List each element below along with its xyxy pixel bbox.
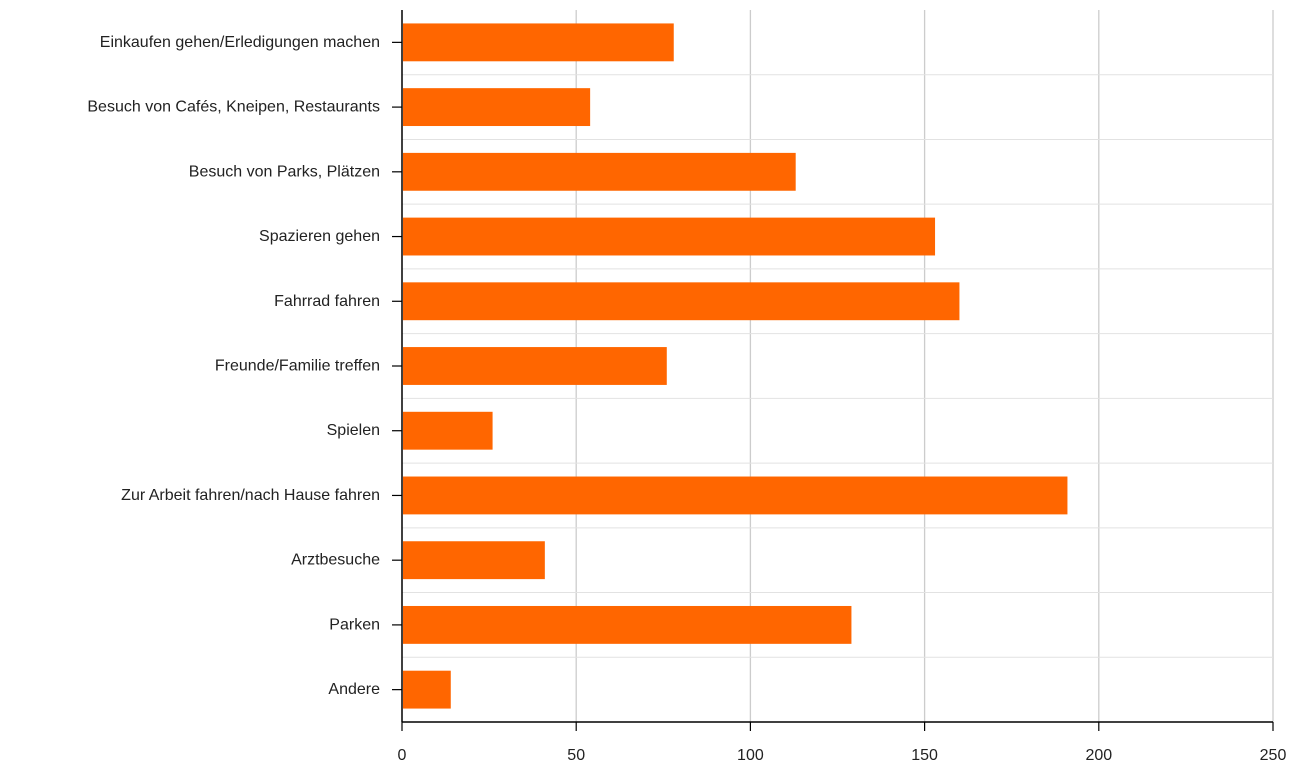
bar: [403, 217, 936, 256]
y-tick-label: Fahrrad fahren: [274, 293, 380, 310]
axes: [392, 10, 1274, 731]
bar: [403, 347, 667, 385]
x-tick-label: 150: [911, 747, 938, 764]
y-tick-label: Spazieren gehen: [259, 228, 380, 245]
bar: [403, 411, 493, 450]
bar: [403, 23, 674, 62]
bar: [403, 282, 960, 321]
y-tick-label: Besuch von Parks, Plätzen: [189, 163, 380, 180]
y-tick-label: Spielen: [327, 422, 380, 439]
y-tick-label: Andere: [328, 681, 380, 698]
x-tick-label: 200: [1085, 747, 1112, 764]
bar: [403, 476, 1068, 515]
bar: [403, 88, 591, 127]
bar: [403, 670, 451, 709]
x-tick-label: 50: [567, 747, 585, 764]
bar: [403, 541, 545, 580]
y-tick-label: Besuch von Cafés, Kneipen, Restaurants: [87, 99, 380, 116]
x-tick-label: 100: [737, 747, 764, 764]
y-tick-label: Parken: [329, 616, 380, 633]
labels: Einkaufen gehen/Erledigungen machen Besuc…: [87, 34, 1286, 764]
x-tick-label: 0: [398, 747, 407, 764]
bars: [403, 23, 1068, 709]
bar: [403, 605, 852, 644]
y-tick-label: Freunde/Familie treffen: [215, 358, 380, 375]
x-tick-label: 250: [1260, 747, 1287, 764]
y-tick-label: Zur Arbeit fahren/nach Hause fahren: [121, 487, 380, 504]
y-tick-label: Arztbesuche: [291, 552, 380, 569]
grid-lines: [402, 10, 1274, 723]
bar: [403, 152, 796, 191]
y-tick-label: Einkaufen gehen/Erledigungen machen: [100, 34, 380, 51]
